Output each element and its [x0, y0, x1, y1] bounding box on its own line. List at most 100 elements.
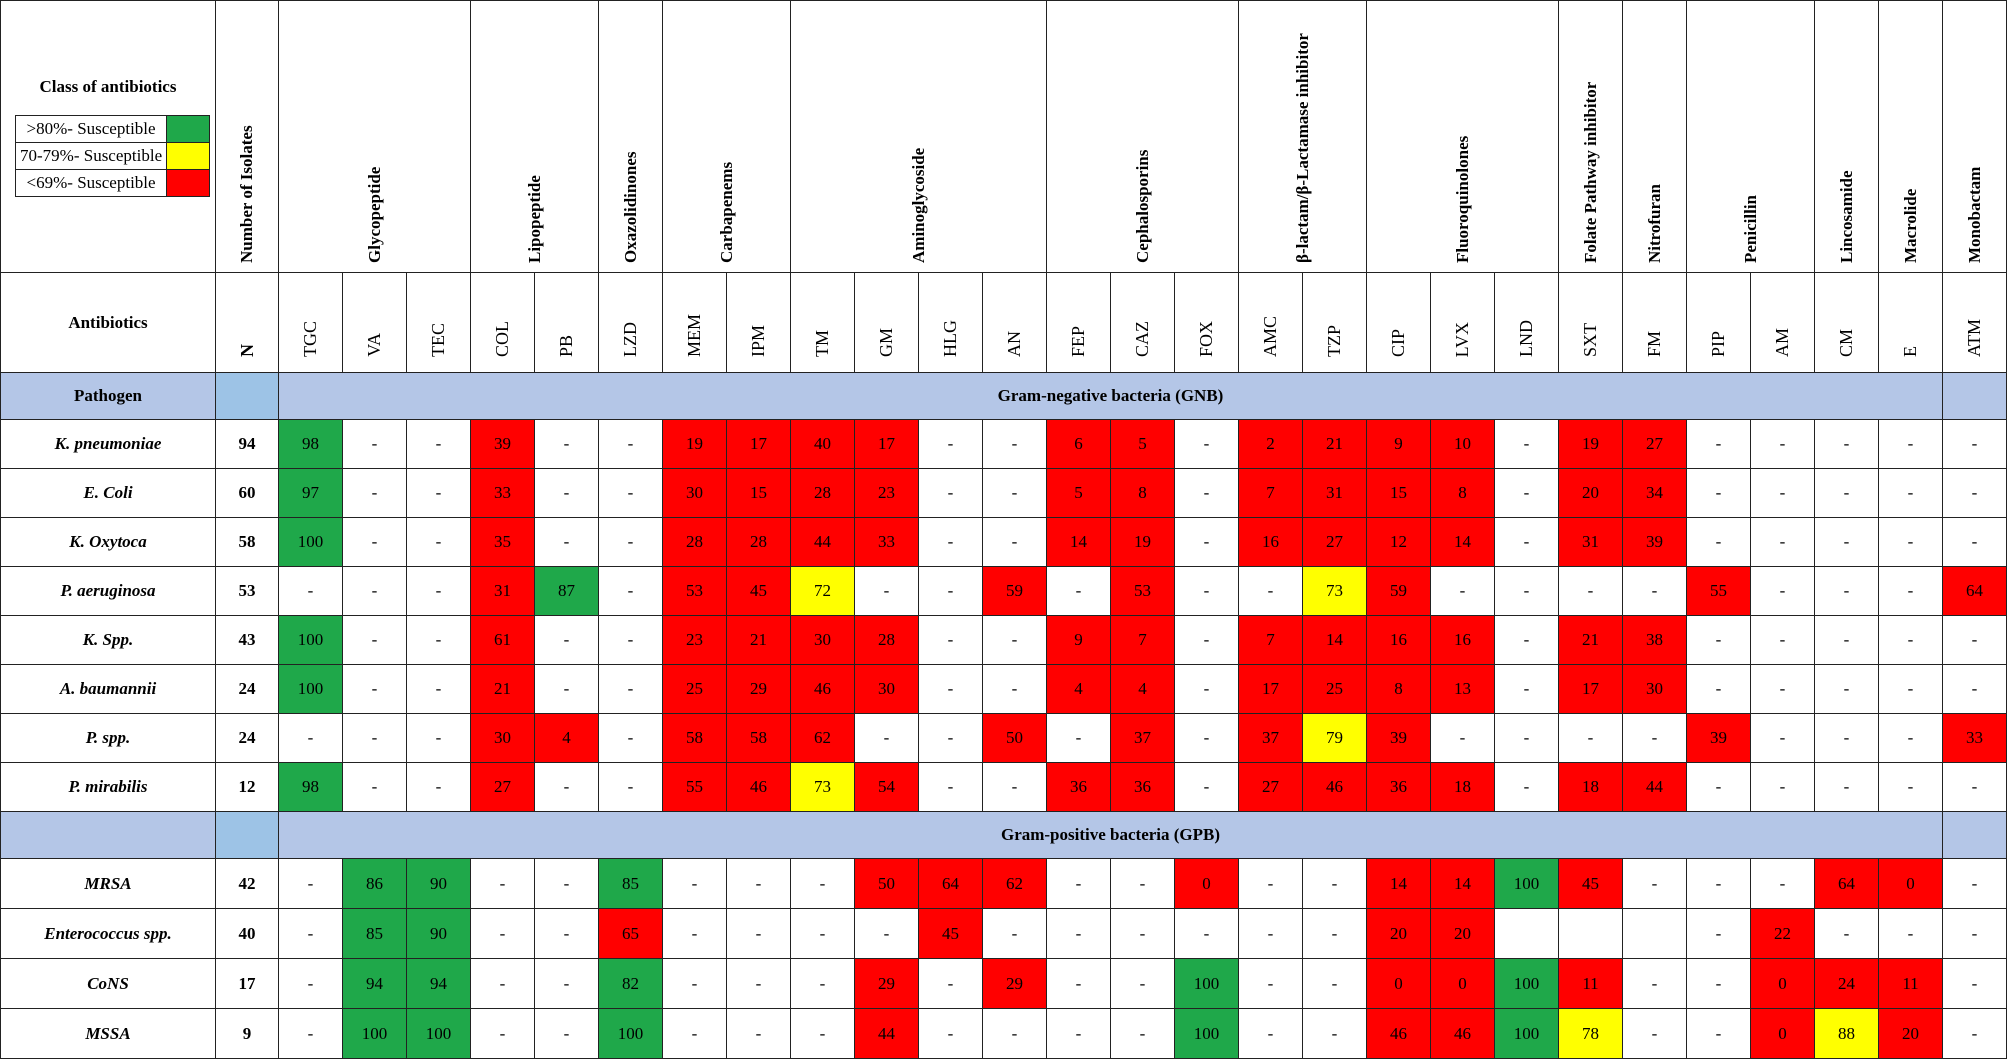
susceptibility-cell: - — [1302, 958, 1367, 1009]
susceptibility-cell: - — [1942, 517, 2007, 567]
susceptibility-cell: 14 — [1302, 615, 1367, 665]
pathogen-name: MSSA — [0, 1008, 216, 1059]
susceptibility-cell: 13 — [1430, 664, 1495, 714]
susceptibility-cell: 7 — [1238, 615, 1303, 665]
antibiotic-cell: HLG — [918, 272, 983, 373]
susceptibility-cell: 82 — [598, 958, 663, 1009]
susceptibility-cell: - — [1878, 517, 1943, 567]
susceptibility-cell: - — [1174, 517, 1239, 567]
isolate-count: 58 — [215, 517, 279, 567]
susceptibility-cell: - — [1110, 908, 1175, 959]
susceptibility-cell: 62 — [982, 858, 1047, 909]
susceptibility-cell: 45 — [918, 908, 983, 959]
susceptibility-cell: - — [470, 858, 535, 909]
susceptibility-cell: 23 — [662, 615, 727, 665]
susceptibility-cell: - — [982, 517, 1047, 567]
susceptibility-cell: 25 — [1302, 664, 1367, 714]
pathogen-name: E. Coli — [0, 468, 216, 518]
class-name: Fluoroquinolones — [1452, 135, 1472, 263]
n-header-cell: N — [215, 272, 279, 373]
susceptibility-cell: 4 — [1110, 664, 1175, 714]
susceptibility-cell: - — [1046, 713, 1111, 763]
antibiotic-name: CIP — [1388, 328, 1408, 357]
class-name: Lincosamide — [1836, 170, 1856, 263]
susceptibility-cell: 45 — [726, 566, 791, 616]
antibiotic-name: GM — [876, 327, 896, 357]
isolates-label: Number of Isolates — [237, 125, 256, 263]
antibiotic-row: Antibiotics N TGC VA TEC COL PB LZD MEM IPM TM GM HL… — [0, 272, 2007, 373]
susceptibility-cell: 36 — [1366, 762, 1431, 812]
susceptibility-cell: 100 — [1174, 1008, 1239, 1059]
susceptibility-cell: 4 — [1046, 664, 1111, 714]
pathogen-row: MSSA 9-100 100- -100- - -44- - - -100- -46 46 100 78… — [0, 1008, 2007, 1059]
susceptibility-cell: 21 — [470, 664, 535, 714]
susceptibility-cell: 55 — [1686, 566, 1751, 616]
susceptibility-cell: - — [598, 615, 663, 665]
susceptibility-cell: 39 — [470, 419, 535, 469]
susceptibility-cell: 73 — [1302, 566, 1367, 616]
class-cell: Folate Pathway inhibitor — [1558, 0, 1623, 273]
antibiotic-name: LND — [1516, 320, 1536, 357]
susceptibility-cell: 58 — [726, 713, 791, 763]
pathogen-row: P. spp. 24- - -30 4-58 58 62- -50-37-37 79 39- - - -… — [0, 713, 2007, 763]
pathogen-name: P. aeruginosa — [0, 566, 216, 616]
susceptibility-cell: 28 — [726, 517, 791, 567]
susceptibility-cell: - — [1750, 615, 1815, 665]
susceptibility-cell: - — [1686, 468, 1751, 518]
antibiotic-name: TEC — [428, 323, 448, 357]
susceptibility-cell: - — [854, 908, 919, 959]
susceptibility-cell: - — [1622, 858, 1687, 909]
antibiotic-cell: SXT — [1558, 272, 1623, 373]
isolate-count: 24 — [215, 664, 279, 714]
susceptibility-cell: 38 — [1622, 615, 1687, 665]
antibiotic-name: FM — [1644, 330, 1664, 357]
susceptibility-cell: 58 — [662, 713, 727, 763]
isolate-count: 60 — [215, 468, 279, 518]
susceptibility-cell: - — [1494, 468, 1559, 518]
pathogen-name: Enterococcus spp. — [0, 908, 216, 959]
susceptibility-cell: 19 — [1558, 419, 1623, 469]
susceptibility-cell: 21 — [1302, 419, 1367, 469]
susceptibility-cell: 100 — [278, 517, 343, 567]
susceptibility-cell: - — [1942, 958, 2007, 1009]
section-n-cell — [215, 372, 279, 420]
isolate-count: 9 — [215, 1008, 279, 1059]
susceptibility-cell: - — [1686, 664, 1751, 714]
susceptibility-cell: 46 — [726, 762, 791, 812]
class-cell: Glycopeptide — [278, 0, 471, 273]
susceptibility-cell: 10 — [1430, 419, 1495, 469]
susceptibility-cell: - — [1878, 713, 1943, 763]
susceptibility-cell: 14 — [1430, 858, 1495, 909]
section-title: Gram-positive bacteria (GPB) — [278, 811, 1943, 859]
susceptibility-cell: 30 — [470, 713, 535, 763]
antibiotic-cell: PIP — [1686, 272, 1751, 373]
susceptibility-cell: - — [1046, 908, 1111, 959]
class-name: Oxazolidinones — [620, 151, 640, 263]
susceptibility-cell: 53 — [1110, 566, 1175, 616]
antibiotic-name: TZP — [1324, 324, 1344, 357]
susceptibility-cell: - — [918, 762, 983, 812]
susceptibility-cell: 64 — [1814, 858, 1879, 909]
pathogen-row: E. Coli 60 97- -33- -30 15 28 23- -5 8-7 31 15 8-20 3… — [0, 468, 2007, 518]
antibiotic-name: SXT — [1580, 322, 1600, 357]
pathogen-header-cell — [0, 811, 216, 859]
susceptibility-cell: - — [1110, 1008, 1175, 1059]
susceptibility-cell: 27 — [1238, 762, 1303, 812]
susceptibility-cell: 30 — [790, 615, 855, 665]
antibiotic-name: CM — [1836, 328, 1856, 357]
antibiotics-label: Antibiotics — [0, 272, 216, 373]
susceptibility-cell: - — [598, 566, 663, 616]
susceptibility-cell: 40 — [790, 419, 855, 469]
susceptibility-cell: 33 — [470, 468, 535, 518]
susceptibility-cell: 21 — [726, 615, 791, 665]
isolate-count: 53 — [215, 566, 279, 616]
susceptibility-cell: - — [982, 468, 1047, 518]
susceptibility-cell: - — [1878, 615, 1943, 665]
susceptibility-cell: - — [662, 908, 727, 959]
susceptibility-cell: - — [1814, 664, 1879, 714]
susceptibility-cell: 79 — [1302, 713, 1367, 763]
susceptibility-cell: 11 — [1558, 958, 1623, 1009]
pathogen-row: K. Spp. 43 100- -61- -23 21 30 28- -9 7-7 14 16 16-2… — [0, 615, 2007, 665]
antibiotic-name: FOX — [1196, 320, 1216, 357]
